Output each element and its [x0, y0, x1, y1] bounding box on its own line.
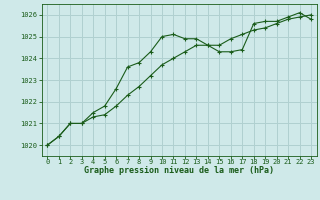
X-axis label: Graphe pression niveau de la mer (hPa): Graphe pression niveau de la mer (hPa)	[84, 166, 274, 175]
